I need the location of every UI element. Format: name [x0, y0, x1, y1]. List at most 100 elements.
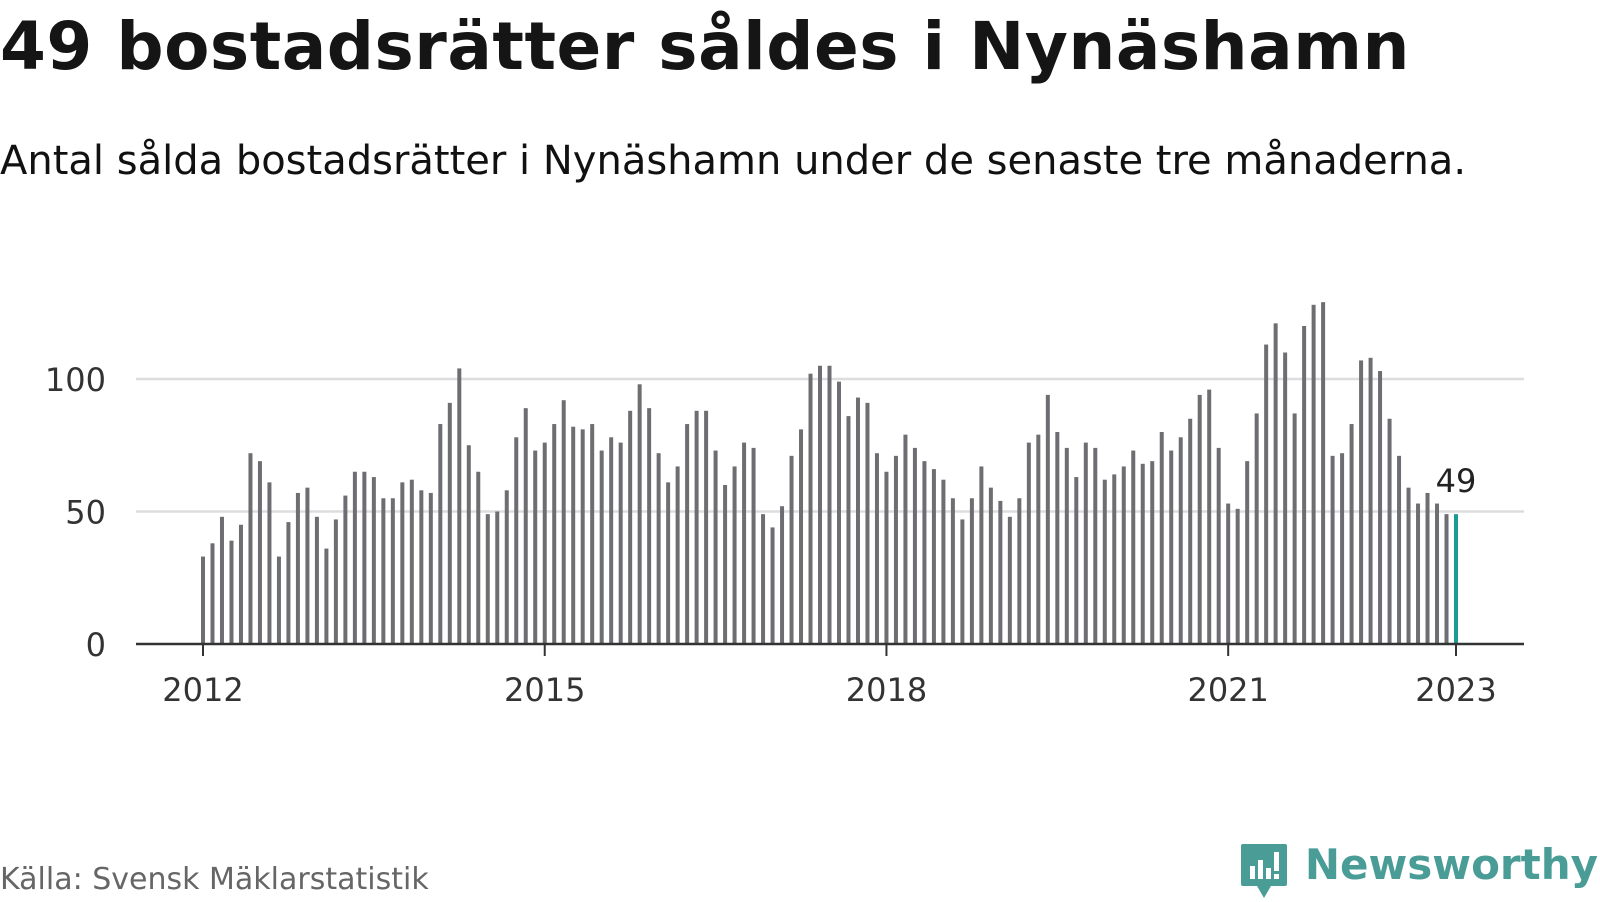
bar-2020-11 [1207, 389, 1212, 644]
bar-2016-02 [666, 482, 671, 644]
bar-2019-02 [1007, 516, 1012, 644]
bar-2014-04 [457, 368, 462, 644]
bar-2013-08 [381, 498, 386, 644]
x-tick-label-2021: 2021 [1187, 671, 1268, 709]
bar-2022-09 [1416, 503, 1421, 644]
chart-title: 49 bostadsrätter såldes i Nynäshamn [0, 8, 1410, 85]
x-tick-label-2018: 2018 [846, 671, 927, 709]
bar-2014-08 [495, 511, 500, 644]
bar-2020-04 [1140, 463, 1145, 644]
bar-2021-05 [1264, 344, 1269, 644]
bar-2018-04 [912, 447, 917, 644]
bar-2017-11 [865, 402, 870, 644]
bar-2015-07 [599, 450, 604, 644]
bar-2012-01 [201, 556, 205, 644]
bar-2020-06 [1159, 432, 1164, 644]
bar-2012-02 [210, 543, 215, 644]
bar-2012-03 [219, 516, 224, 644]
brand-logo[interactable]: Newsworthy [1239, 842, 1598, 902]
bar-2016-11 [751, 447, 756, 644]
bar-2016-09 [732, 466, 737, 644]
bar-2013-01 [314, 516, 319, 644]
bar-2018-12 [988, 487, 993, 644]
bar-2012-08 [267, 482, 272, 644]
bar-2018-09 [960, 519, 965, 644]
x-axis-ticks: 2012 2015 2018 2021 2023 [162, 644, 1497, 709]
bar-2015-11 [637, 384, 642, 644]
bar-2015-05 [580, 429, 585, 644]
bar-2014-03 [447, 402, 452, 644]
bar-2021-09 [1302, 326, 1307, 644]
bar-2018-07 [941, 479, 946, 644]
bar-2013-07 [371, 477, 376, 644]
latest-value-label: 49 [1436, 462, 1477, 500]
bar-2015-06 [590, 424, 595, 644]
bar-2013-09 [390, 498, 395, 644]
bar-2013-03 [333, 519, 338, 644]
bar-2020-05 [1150, 461, 1155, 644]
bar-2022-11 [1435, 503, 1440, 644]
bar-2016-12 [761, 514, 766, 644]
bar-2018-06 [931, 469, 936, 644]
source-note: Källa: Svensk Mäklarstatistik [0, 862, 429, 897]
x-tick-label-2015: 2015 [504, 671, 585, 709]
bar-2018-10 [969, 498, 974, 644]
bar-2019-06 [1045, 394, 1050, 644]
bar-2018-11 [979, 466, 984, 644]
bar-2020-03 [1131, 450, 1136, 644]
bar-2022-05 [1378, 371, 1383, 644]
bar-2019-12 [1102, 479, 1107, 644]
bar-2014-05 [466, 445, 471, 644]
bar-2012-10 [286, 522, 291, 644]
bar-2022-10 [1425, 492, 1430, 644]
bar-2019-03 [1017, 498, 1022, 644]
bar-2014-06 [476, 471, 481, 644]
bar-2017-10 [855, 397, 860, 644]
bar-2018-05 [922, 461, 927, 644]
bar-2015-03 [561, 400, 566, 644]
bar-2017-05 [808, 373, 813, 644]
bar-2015-08 [609, 437, 614, 644]
bar-2017-01 [770, 527, 775, 644]
bar-2016-08 [723, 485, 728, 644]
bar-2019-11 [1093, 447, 1098, 644]
bar-2022-04 [1368, 357, 1373, 644]
bar-2012-06 [248, 453, 253, 644]
bar-2012-09 [276, 556, 281, 644]
bar-2017-08 [836, 381, 841, 644]
bar-2019-04 [1026, 442, 1031, 644]
bar-2019-08 [1064, 447, 1069, 644]
y-tick-label-50: 50 [65, 494, 106, 532]
bar-2012-12 [305, 487, 310, 644]
bar-2020-09 [1188, 418, 1193, 644]
bar-2018-08 [950, 498, 955, 644]
bar-2015-04 [571, 426, 576, 644]
bar-2022-06 [1387, 418, 1392, 644]
bar-2016-06 [704, 410, 709, 644]
bar-2023-01 [1454, 514, 1458, 644]
y-axis-ticks: 0 50 100 [45, 361, 106, 664]
bar-2020-01 [1112, 474, 1117, 644]
bar-2021-12 [1330, 455, 1335, 644]
bar-2019-09 [1074, 477, 1079, 644]
bar-2020-12 [1216, 447, 1221, 644]
bar-2013-10 [400, 482, 405, 644]
bar-2013-04 [343, 495, 348, 644]
bar-2017-03 [789, 455, 794, 644]
newsworthy-logo-icon [1240, 844, 1287, 898]
bar-2019-10 [1083, 442, 1088, 644]
bar-2022-01 [1340, 453, 1345, 644]
x-tick-label-2012: 2012 [162, 671, 243, 709]
bar-2019-05 [1036, 434, 1041, 644]
bar-2021-10 [1311, 304, 1316, 644]
bar-2017-04 [799, 429, 804, 644]
x-tick-label-2023: 2023 [1415, 671, 1496, 709]
bar-2017-02 [780, 506, 785, 644]
bar-2021-11 [1321, 302, 1326, 644]
bar-2018-01 [884, 471, 889, 644]
bar-2021-01 [1226, 503, 1231, 644]
bar-2014-01 [428, 492, 433, 644]
bar-2022-02 [1349, 424, 1354, 644]
bar-2016-10 [742, 442, 747, 644]
bar-2016-05 [694, 410, 699, 644]
